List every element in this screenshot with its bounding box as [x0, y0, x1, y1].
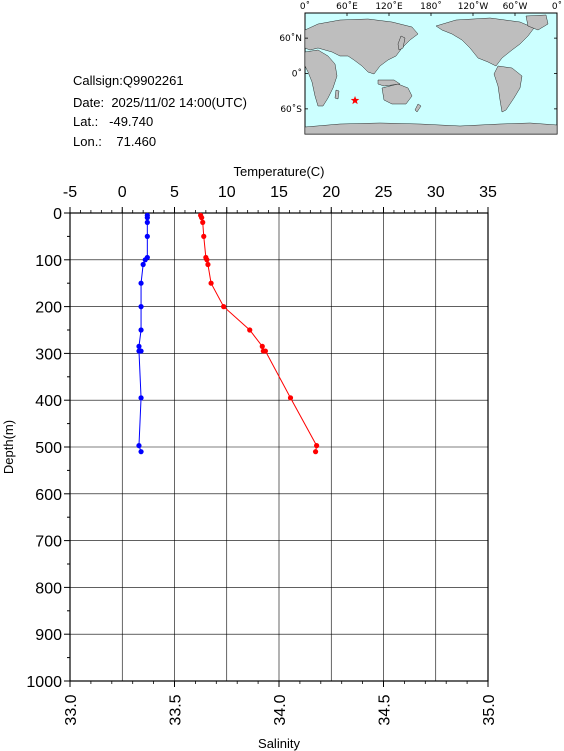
depth-axis-title: Depth(m): [1, 420, 16, 474]
temperature-tick-label: 5: [170, 184, 179, 201]
temperature-point: [201, 233, 207, 239]
map-lon-label: 120˚E: [375, 1, 403, 12]
temperature-tick-label: 20: [322, 184, 340, 201]
temperature-tick-label: 35: [479, 184, 497, 201]
map-land-australia: [381, 83, 413, 105]
callsign-line: Callsign:Q9902261: [73, 73, 184, 88]
depth-tick-label: 500: [35, 440, 62, 457]
map-lat-label: 60˚N: [279, 33, 302, 44]
chart-ticks: [64, 207, 489, 687]
map-lat-label: 60˚S: [280, 104, 302, 115]
temperature-axis-title: Temperature(C): [233, 164, 324, 179]
salinity-point: [140, 261, 146, 268]
salinity-point: [138, 280, 144, 286]
temperature-point: [312, 449, 319, 455]
map-lon-label: 0˚: [552, 1, 562, 12]
temperature-point: [314, 443, 320, 449]
temperature-point: [199, 215, 205, 221]
location-map: 0˚ 60˚E 120˚E 180˚ 120˚W 60˚W 0˚ 60˚N 0˚ 60˚S: [279, 1, 562, 135]
map-land-indonesia: [377, 79, 401, 87]
map-lon-label: 0˚: [300, 1, 310, 12]
map-land-south-america: [493, 65, 523, 113]
salinity-tick-label: 34.0: [272, 694, 289, 725]
temperature-profile-line: [200, 215, 318, 452]
temperature-tick-label: 30: [427, 184, 445, 201]
map-tick-labels: 0˚ 60˚E 120˚E 180˚ 120˚W 60˚W 0˚ 60˚N 0˚ 60˚S: [279, 1, 562, 115]
salinity-tick-label: 33.0: [63, 694, 80, 725]
map-land-new-zealand: [414, 103, 422, 113]
callsign-label: Callsign:: [73, 73, 123, 88]
temperature-point: [221, 304, 227, 310]
salinity-point: [138, 449, 144, 455]
map-lon-label: 60˚E: [336, 1, 358, 12]
depth-tick-label: 700: [35, 534, 62, 551]
temperature-point: [200, 219, 206, 225]
depth-tick-label: 100: [35, 253, 62, 270]
depth-tick-label: 1000: [26, 674, 62, 691]
salinity-point: [138, 395, 144, 401]
temperature-point: [208, 280, 214, 286]
callsign-value: Q9902261: [122, 73, 184, 88]
lon-label: Lon.:: [73, 134, 102, 149]
lon-value: 71.460: [116, 134, 157, 149]
temperature-tick-label: 0: [118, 184, 127, 201]
map-landmasses: [304, 14, 558, 135]
salinity-profile-line: [138, 215, 148, 452]
map-land-antarctica: [304, 122, 558, 135]
map-land-madagascar: [334, 89, 340, 100]
map-lon-label: 60˚W: [503, 1, 528, 12]
lat-value: -49.740: [109, 114, 154, 129]
salinity-point: [144, 219, 150, 225]
salinity-point: [144, 233, 150, 239]
depth-tick-label: 600: [35, 487, 62, 504]
lat-label: Lat.:: [73, 114, 99, 129]
temperature-tick-label: 25: [375, 184, 393, 201]
depth-tick-label: 400: [35, 393, 62, 410]
map-land-japan: [397, 35, 406, 51]
chart-series: [136, 212, 320, 455]
salinity-point: [136, 343, 142, 349]
map-graticule: [304, 13, 558, 110]
temperature-point: [247, 327, 253, 333]
salinity-point: [136, 443, 142, 449]
station-marker: [350, 95, 360, 105]
salinity-point: [144, 215, 150, 221]
temperature-point: [205, 261, 211, 268]
map-land-eurasia: [304, 18, 419, 75]
salinity-axis-title: Salinity: [258, 736, 300, 751]
date-line: Date: 2025/11/02 14:00(UTC): [73, 95, 247, 110]
depth-tick-label: 300: [35, 346, 62, 363]
depth-tick-label: 800: [35, 580, 62, 597]
map-lon-label: 120˚W: [458, 1, 489, 12]
depth-tick-label: 0: [53, 206, 62, 223]
salinity-point: [142, 257, 148, 263]
lat-line: Lat.: -49.740: [73, 114, 153, 129]
map-land-greenland: [525, 14, 549, 31]
temperature-point: [259, 343, 265, 349]
map-land-africa: [304, 49, 338, 107]
map-land-north-america: [435, 17, 535, 67]
depth-tick-label: 900: [35, 627, 62, 644]
temperature-tick-label: 15: [270, 184, 288, 201]
depth-tick-label: 200: [35, 300, 62, 317]
map-lon-label: 180˚: [420, 1, 442, 12]
temperature-tick-label: 10: [218, 184, 236, 201]
salinity-tick-label: 35.0: [481, 694, 498, 725]
date-label: Date:: [73, 95, 105, 110]
salinity-point: [138, 327, 144, 333]
salinity-point: [136, 348, 142, 354]
lon-line: Lon.: 71.460: [73, 134, 156, 149]
temperature-point: [287, 395, 294, 401]
date-value: 2025/11/02 14:00(UTC): [111, 95, 247, 110]
salinity-tick-label: 34.5: [377, 694, 394, 725]
temperature-point: [262, 348, 269, 354]
map-lat-label: 0˚: [292, 69, 302, 80]
salinity-tick-label: 33.5: [168, 694, 185, 725]
salinity-point: [138, 304, 144, 310]
temperature-point: [204, 257, 210, 263]
temperature-tick-label: -5: [63, 184, 77, 201]
